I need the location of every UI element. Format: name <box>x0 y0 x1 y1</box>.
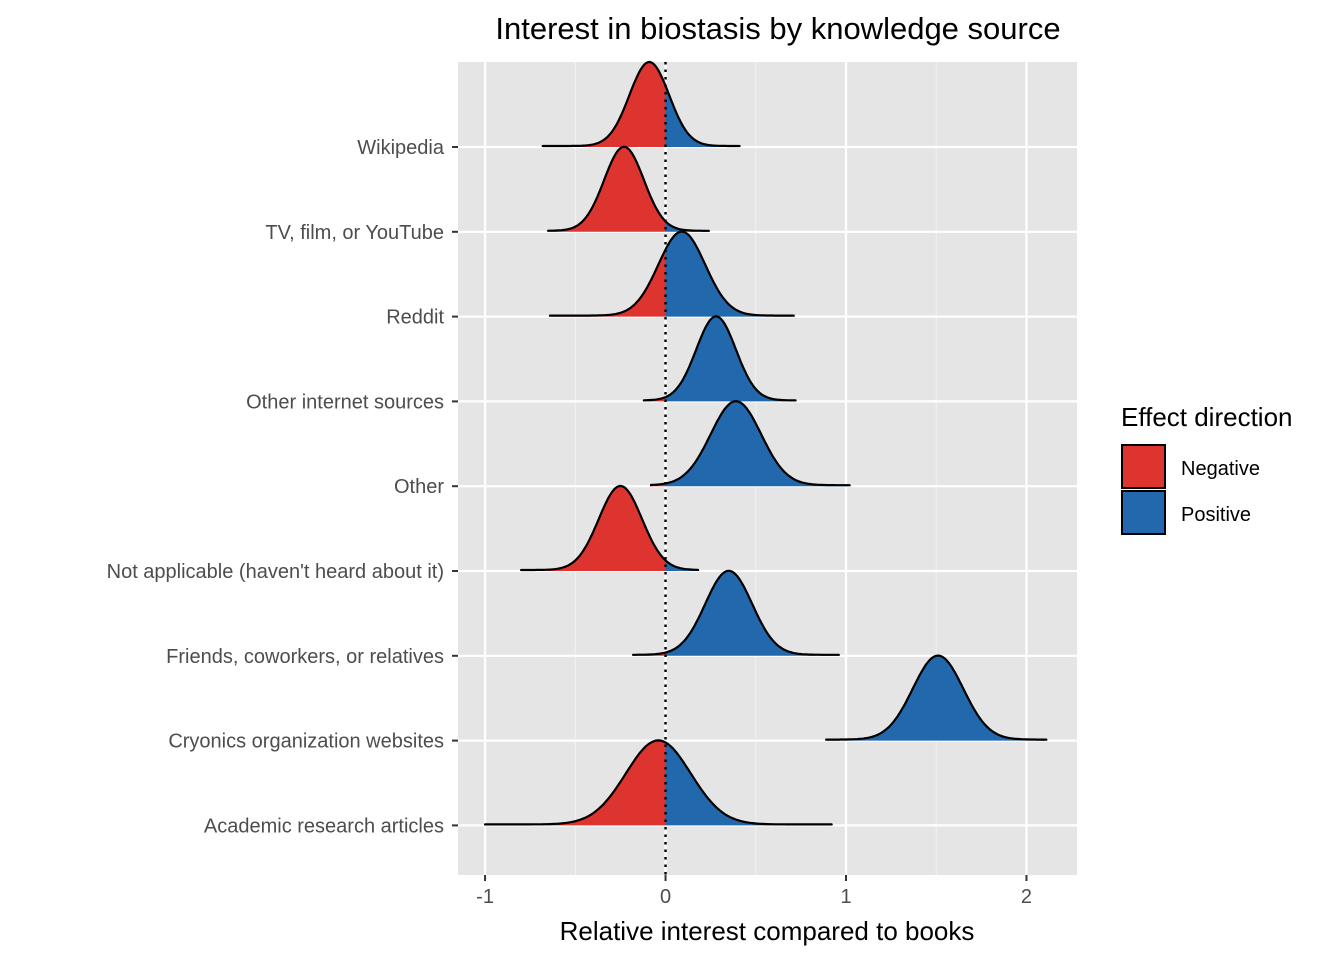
ridge-negative-fill <box>550 249 666 317</box>
ridge-positive-fill <box>665 401 850 487</box>
ridge-5 <box>520 484 700 572</box>
chart-title: Interest in biostasis by knowledge sourc… <box>495 11 1060 46</box>
y-tick-label: Other internet sources <box>246 391 444 413</box>
y-tick-label: Wikipedia <box>357 137 445 159</box>
ridge-outline <box>548 230 795 317</box>
ridge-outline <box>825 654 1048 741</box>
legend-label: Positive <box>1181 504 1251 526</box>
ridge-4 <box>650 400 851 487</box>
y-tick-label: Reddit <box>386 307 444 329</box>
x-tick-label: 1 <box>840 886 851 908</box>
ridge-outline <box>541 60 741 148</box>
y-tick-label: Cryonics organization websites <box>168 731 444 753</box>
y-tick-label: Friends, coworkers, or relatives <box>166 646 444 668</box>
y-axis-ticks: Wikipedia TV, film, or YouTube Reddit Other… <box>107 137 458 837</box>
y-tick-label: Not applicable (haven't heard about it) <box>107 561 444 583</box>
ridge-outline <box>642 315 797 402</box>
ridge-negative-fill <box>548 146 666 232</box>
ridge-positive-fill <box>665 231 794 317</box>
legend-key <box>1121 490 1166 535</box>
ridge-outline <box>632 569 840 656</box>
x-tick-label: 0 <box>660 886 671 908</box>
ridge-3 <box>642 315 797 402</box>
x-tick-label: 2 <box>1021 886 1032 908</box>
ridge-2 <box>548 230 795 317</box>
ridge-positive-fill <box>665 570 839 656</box>
ridge-outline <box>484 739 833 826</box>
x-tick-label: -1 <box>476 886 494 908</box>
ridge-outline <box>547 145 710 232</box>
ridge-positive-fill <box>665 742 832 826</box>
ridges <box>484 60 1048 826</box>
ridge-negative-fill <box>521 486 666 571</box>
ridge-7 <box>825 654 1048 741</box>
ridge-8 <box>484 739 833 826</box>
ridge-1 <box>547 145 710 232</box>
ridge-positive-fill <box>665 85 740 147</box>
ridge-negative-fill <box>485 740 666 826</box>
y-tick-label: TV, film, or YouTube <box>265 222 444 244</box>
y-tick-label: Academic research articles <box>204 815 444 837</box>
ridge-6 <box>632 569 840 656</box>
legend: Effect direction Negative Positive <box>1121 402 1293 535</box>
ridge-positive-fill <box>826 655 1047 741</box>
y-tick-label: Other <box>394 476 444 498</box>
ridge-outline <box>520 484 700 572</box>
ridge-outline <box>650 400 851 487</box>
ridge-positive-fill <box>665 560 698 571</box>
ridge-positive-fill <box>665 316 796 402</box>
x-axis-ticks: -1 0 1 2 <box>476 875 1032 908</box>
legend-key <box>1121 444 1166 489</box>
ridge-0 <box>541 60 741 148</box>
legend-entries: Negative Positive <box>1121 444 1260 535</box>
legend-title: Effect direction <box>1121 402 1293 432</box>
legend-label: Negative <box>1181 458 1260 480</box>
x-axis-label: Relative interest compared to books <box>560 916 975 946</box>
